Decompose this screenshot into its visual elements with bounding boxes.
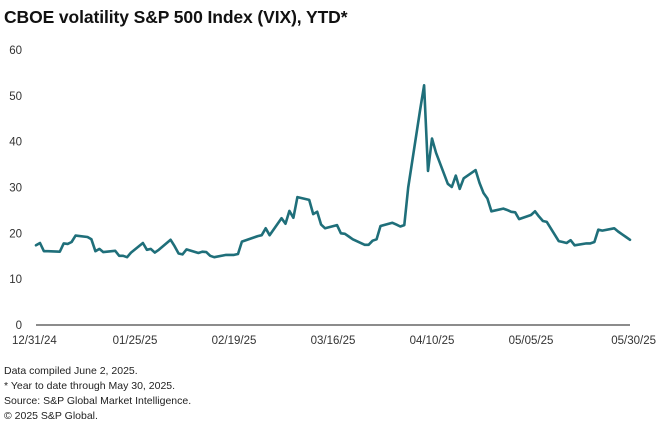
chart-notes: Data compiled June 2, 2025. * Year to da… xyxy=(4,364,191,424)
footnote: * Year to date through May 30, 2025. xyxy=(4,380,176,392)
chart-title: CBOE volatility S&P 500 Index (VIX), YTD… xyxy=(4,7,348,27)
x-tick-label: 04/10/25 xyxy=(410,335,455,347)
series-layer xyxy=(34,84,632,259)
copyright-note: © 2025 S&P Global. xyxy=(4,410,98,422)
y-tick-label: 50 xyxy=(9,91,22,103)
source-note: Source: S&P Global Market Intelligence. xyxy=(4,395,192,407)
x-axis-tick-labels: 12/31/24 01/25/25 02/19/25 03/16/25 04/10/25… xyxy=(12,335,656,347)
y-tick-label: 60 xyxy=(9,45,22,57)
x-tick-label: 05/05/25 xyxy=(509,335,554,347)
y-tick-label: 30 xyxy=(9,183,22,195)
y-tick-label: 0 xyxy=(16,320,22,332)
x-tick-label: 12/31/24 xyxy=(12,335,57,347)
x-tick-label: 01/25/25 xyxy=(113,335,158,347)
x-tick-label: 05/30/25 xyxy=(611,335,656,347)
y-tick-label: 20 xyxy=(9,228,22,240)
compiled-note: Data compiled June 2, 2025. xyxy=(4,365,138,377)
y-tick-label: 10 xyxy=(9,274,22,286)
y-axis-tick-labels: 0 10 20 30 40 50 60 xyxy=(9,45,22,332)
y-tick-label: 40 xyxy=(9,137,22,149)
vix-series-line xyxy=(34,84,632,259)
x-tick-label: 02/19/25 xyxy=(212,335,257,347)
x-tick-label: 03/16/25 xyxy=(311,335,356,347)
